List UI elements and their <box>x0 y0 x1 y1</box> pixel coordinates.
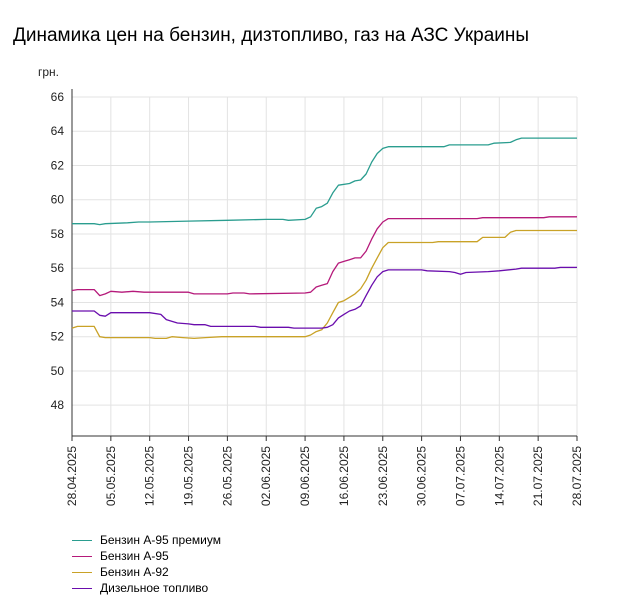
x-tick-label: 30.06.2025 <box>415 446 429 506</box>
x-tick-label: 05.05.2025 <box>104 446 118 506</box>
legend: Бензин А-95 премиум Бензин А-95 Бензин А-9… <box>72 532 221 596</box>
y-tick-label: 62 <box>51 158 65 172</box>
x-tick-label: 07.07.2025 <box>453 446 467 506</box>
y-tick-label: 54 <box>51 295 65 309</box>
axes: 48 50 52 54 56 58 60 62 64 66 28.04.2025 05.05.2025… <box>51 89 584 506</box>
x-tick-label: 02.06.2025 <box>259 446 273 506</box>
grid <box>71 96 578 436</box>
x-tick-label: 23.06.2025 <box>376 446 390 506</box>
x-tick-label: 16.06.2025 <box>337 446 351 506</box>
y-tick-label: 60 <box>51 193 65 207</box>
legend-swatch <box>72 587 92 589</box>
legend-label: Бензин А-95 премиум <box>100 533 221 547</box>
y-tick-label: 56 <box>51 261 65 275</box>
x-tick-label: 14.07.2025 <box>492 446 506 506</box>
y-tick-label: 66 <box>51 90 65 104</box>
x-tick-label: 26.05.2025 <box>220 446 234 506</box>
x-tick-label: 28.04.2025 <box>65 446 79 506</box>
x-tick-label: 21.07.2025 <box>531 446 545 506</box>
legend-swatch <box>72 555 92 557</box>
series-line-2 <box>71 216 577 297</box>
legend-label: Дизельное топливо <box>100 581 209 595</box>
legend-item: Дизельное топливо <box>72 580 221 596</box>
y-tick-label: 52 <box>51 330 65 344</box>
y-tick-label: 48 <box>51 398 65 412</box>
x-tick-label: 19.05.2025 <box>182 446 196 506</box>
legend-label: Бензин А-95 <box>100 549 169 563</box>
legend-swatch <box>72 539 92 541</box>
y-tick-label: 58 <box>51 227 65 241</box>
y-tick-label: 50 <box>51 364 65 378</box>
x-tick-label: 09.06.2025 <box>298 446 312 506</box>
series-line-1 <box>72 137 577 226</box>
legend-label: Бензин А-92 <box>100 565 169 579</box>
series-line-4 <box>72 266 577 329</box>
series-line-3 <box>71 229 577 340</box>
chart-title: Динамика цен на бензин, дизтопливо, газ … <box>13 25 530 46</box>
y-axis-unit: грн. <box>38 65 59 79</box>
x-tick-label: 28.07.2025 <box>570 446 584 506</box>
y-tick-label: 64 <box>51 124 65 138</box>
series-lines <box>71 137 577 340</box>
legend-item: Бензин А-95 премиум <box>72 532 221 548</box>
legend-swatch <box>72 571 92 573</box>
legend-item: Бензин А-92 <box>72 564 221 580</box>
legend-item: Бензин А-95 <box>72 548 221 564</box>
x-tick-label: 12.05.2025 <box>143 446 157 506</box>
